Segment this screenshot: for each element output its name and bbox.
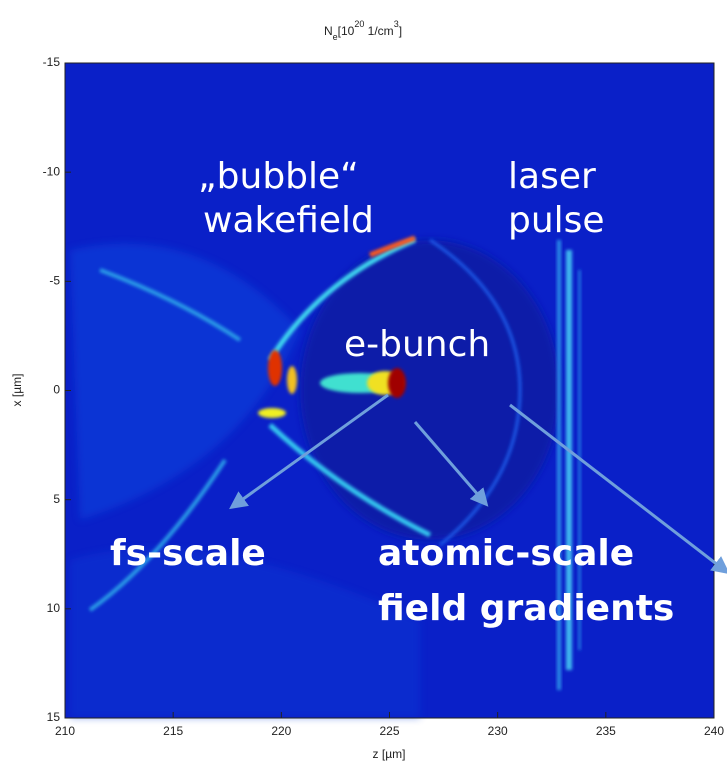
- title-part: N: [324, 24, 333, 38]
- title-part: [10: [338, 24, 355, 38]
- title-part: 1/cm: [364, 24, 393, 38]
- chart-title: Ne[1020 1/cm3]: [324, 19, 402, 42]
- annotation: wakefield: [203, 200, 374, 241]
- annotation: pulse: [508, 200, 605, 241]
- y-tick-label: 15: [47, 710, 61, 724]
- title-part: ]: [399, 24, 402, 38]
- y-axis-label: x [µm]: [10, 374, 24, 407]
- y-tick-label: 0: [53, 383, 60, 397]
- x-tick-label: 230: [488, 724, 508, 738]
- y-tick-label: -15: [43, 55, 61, 69]
- annotation: atomic-scale: [378, 533, 634, 574]
- x-tick-label: 215: [163, 724, 183, 738]
- annotation: „bubble“: [198, 156, 359, 197]
- chart: Ne[1020 1/cm3] z [µm] x [µm] „bubble“ wa…: [0, 0, 727, 769]
- y-tick-label: 5: [53, 492, 60, 506]
- x-tick-label: 235: [596, 724, 616, 738]
- x-tick-label: 210: [55, 724, 75, 738]
- x-tick-label: 240: [704, 724, 724, 738]
- y-tick-label: -5: [49, 274, 60, 288]
- x-tick-label: 225: [379, 724, 399, 738]
- annotation: laser: [508, 156, 596, 197]
- page: {"chart_data": {"type": "image", "title_…: [0, 0, 727, 774]
- x-tick-label: 220: [271, 724, 291, 738]
- y-tick-label: -10: [43, 164, 61, 178]
- annotation: e-bunch: [344, 324, 490, 365]
- title-part: 20: [354, 19, 364, 29]
- annotation: field gradients: [378, 588, 674, 629]
- y-tick-label: 10: [47, 601, 61, 615]
- annotation: fs-scale: [110, 533, 266, 574]
- x-axis-label: z [µm]: [373, 747, 406, 761]
